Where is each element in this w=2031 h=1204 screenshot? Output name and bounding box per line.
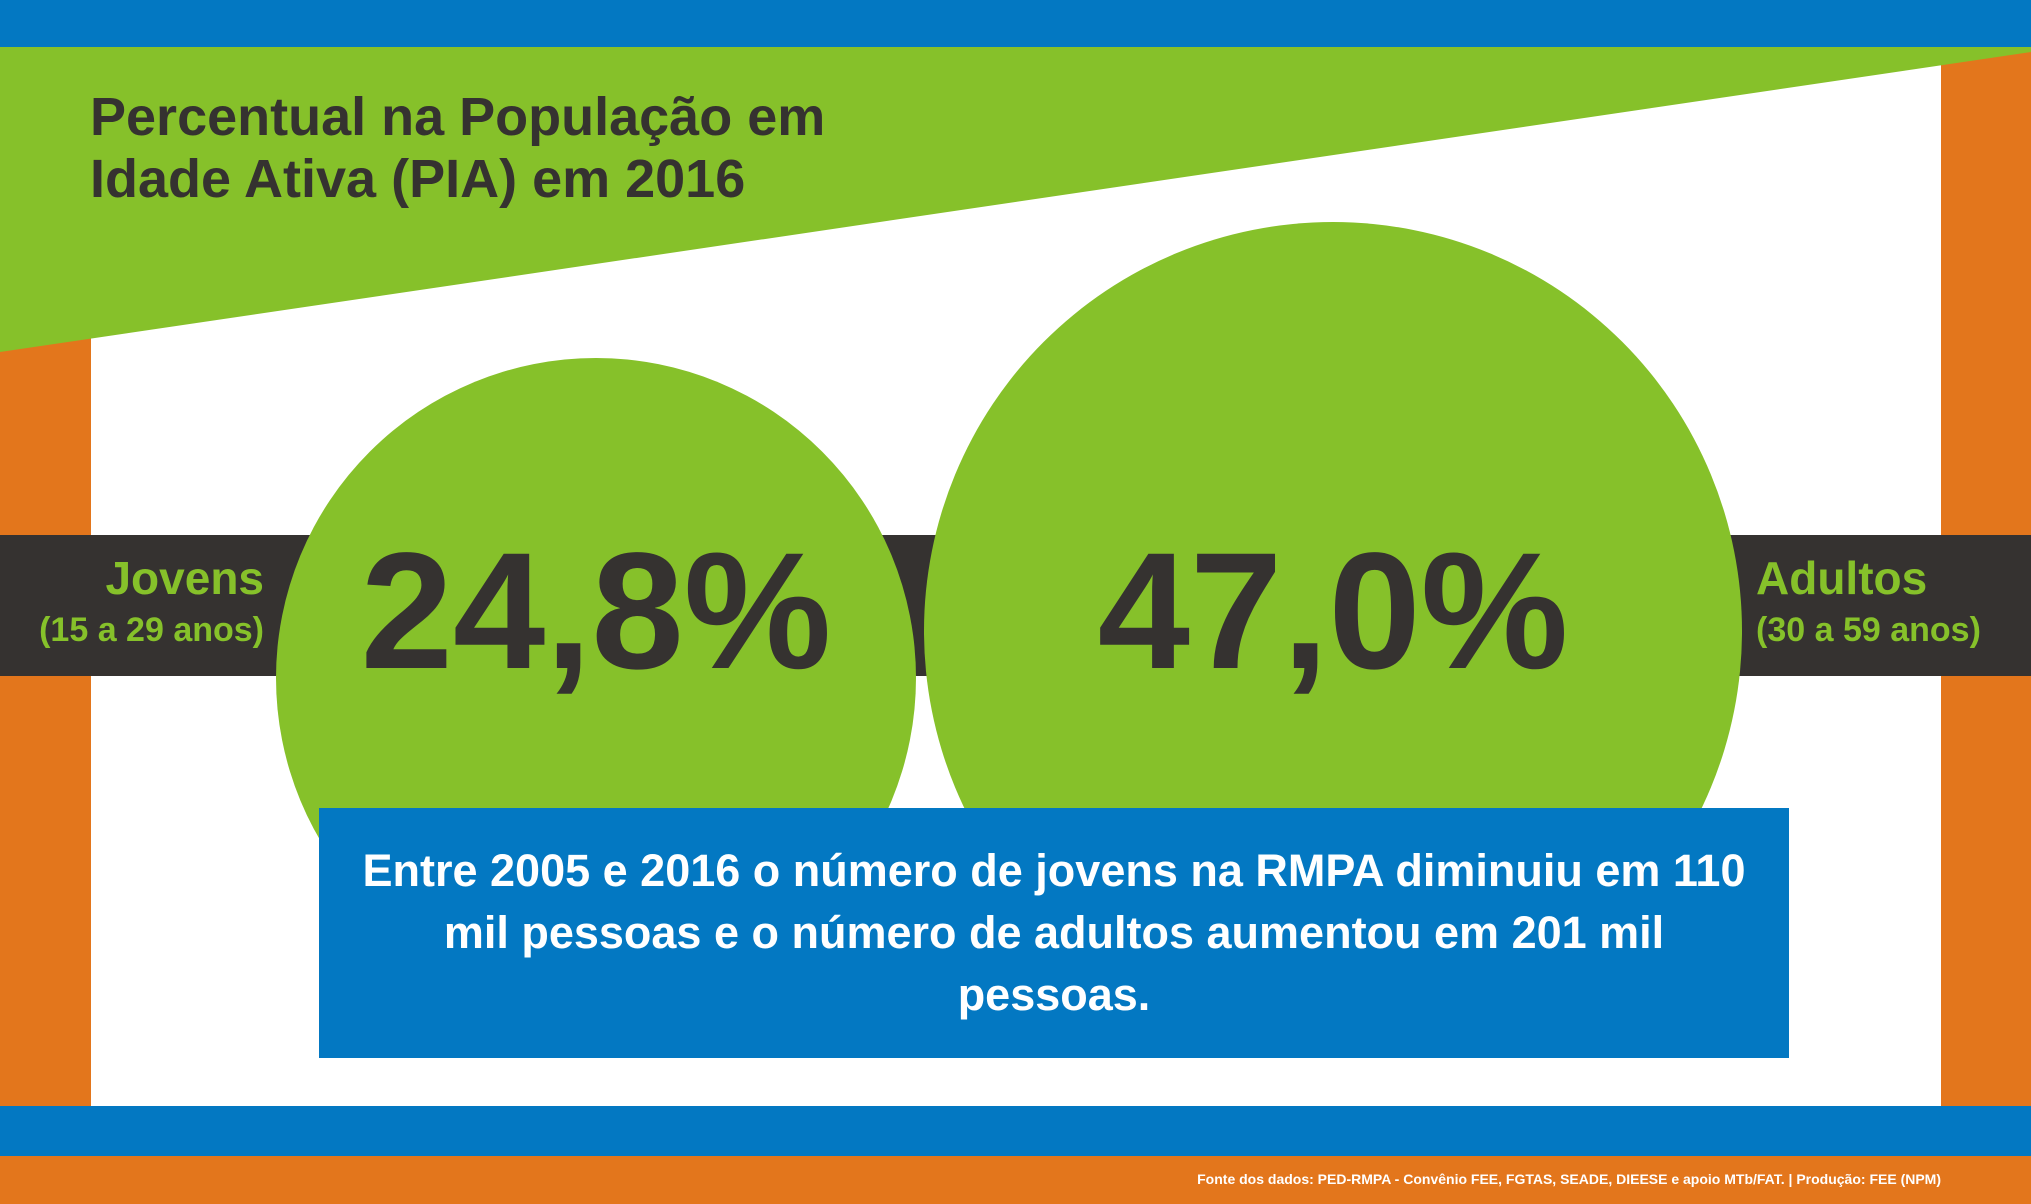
adult-label-age: (30 a 59 anos) xyxy=(1756,611,1981,649)
title-line-2: Idade Ativa (PIA) em 2016 xyxy=(90,149,746,209)
adult-percentage: 47,0% xyxy=(1097,519,1569,704)
bottom-blue-bar xyxy=(0,1106,2031,1156)
note-box: Entre 2005 e 2016 o número de jovens na … xyxy=(319,808,1789,1058)
youth-percentage: 24,8% xyxy=(360,519,832,704)
green-title-wedge xyxy=(0,47,2031,352)
top-blue-bar xyxy=(0,0,2031,47)
source-credit: Fonte dos dados: PED-RMPA - Convênio FEE… xyxy=(1197,1171,1941,1187)
youth-label-name: Jovens xyxy=(105,552,264,604)
bottom-orange-bar xyxy=(0,1156,2031,1204)
note-text: Entre 2005 e 2016 o número de jovens na … xyxy=(362,845,1746,1020)
page-title: Percentual na População em Idade Ativa (… xyxy=(90,86,825,210)
adult-label-name: Adultos xyxy=(1756,552,1928,604)
left-orange-border xyxy=(0,300,91,1106)
title-line-1: Percentual na População em xyxy=(90,87,826,147)
youth-label-age: (15 a 29 anos) xyxy=(39,611,264,649)
youth-label: Jovens (15 a 29 anos) xyxy=(0,548,264,652)
adult-label: Adultos (30 a 59 anos) xyxy=(1756,548,2006,652)
